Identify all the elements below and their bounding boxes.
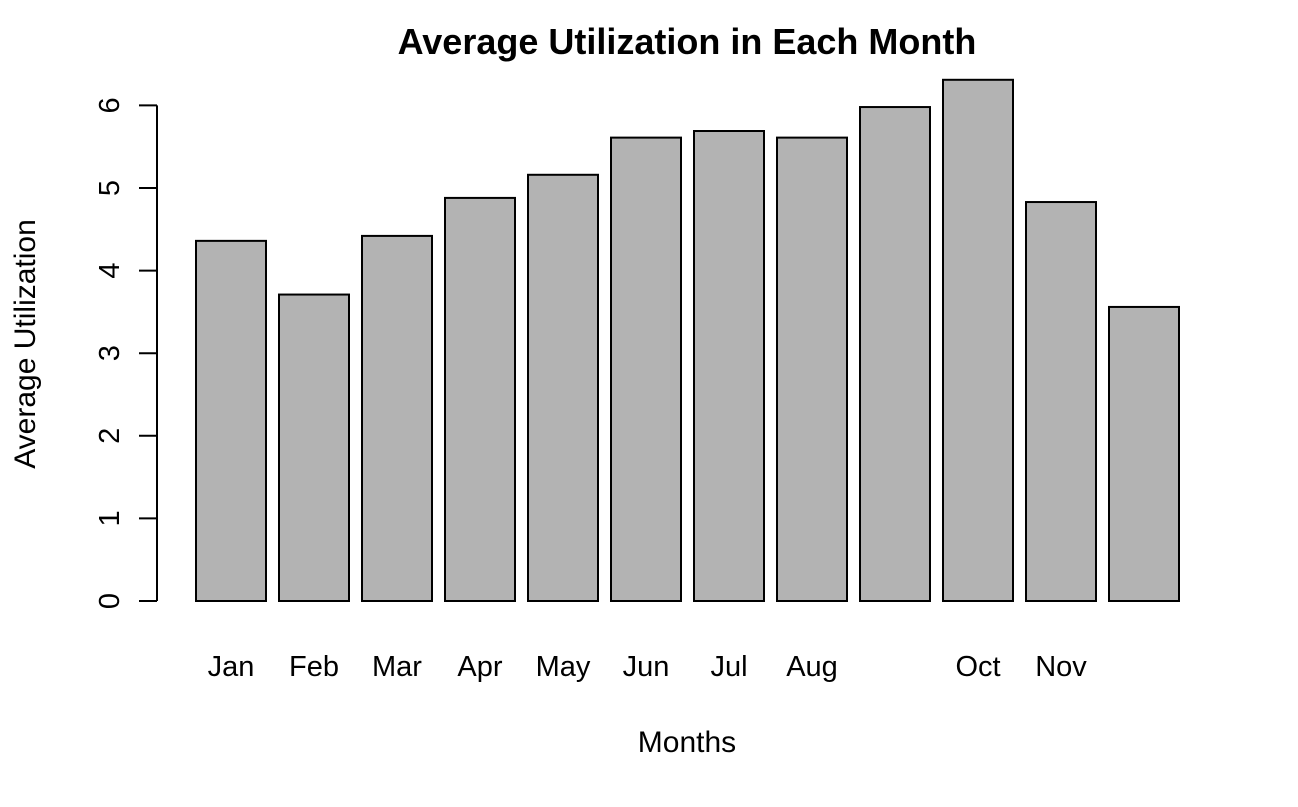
x-axis-label: Months xyxy=(638,726,736,759)
x-tick-label: Nov xyxy=(1035,651,1087,683)
bar xyxy=(942,78,1014,602)
chart-title: Average Utilization in Each Month xyxy=(398,21,977,62)
bars-group xyxy=(195,78,1180,603)
y-axis-label: Average Utilization xyxy=(9,219,42,469)
y-tick-label: 3 xyxy=(94,345,126,361)
y-tick-label: 6 xyxy=(94,97,126,113)
bar xyxy=(776,136,848,602)
x-tick-label: Jan xyxy=(208,651,255,683)
x-tick-label: Feb xyxy=(289,651,339,683)
y-tick-label: 4 xyxy=(94,263,126,279)
y-tick-label: 5 xyxy=(94,180,126,196)
bar xyxy=(278,293,350,602)
bar xyxy=(1108,305,1180,602)
x-tick-labels: Jan Feb Mar Apr May Jun Jul Aug Oct Nov xyxy=(208,651,1088,683)
y-tick-label: 2 xyxy=(94,428,126,444)
x-tick-label: Oct xyxy=(955,651,1000,683)
bar xyxy=(693,130,765,602)
bar xyxy=(361,234,433,603)
bar xyxy=(1025,201,1097,603)
x-tick-label: May xyxy=(536,651,591,683)
x-tick-label: Mar xyxy=(372,651,422,683)
x-tick-label: Apr xyxy=(457,651,502,683)
y-axis: 0 1 2 3 4 5 6 xyxy=(94,97,158,609)
bar xyxy=(527,173,599,602)
bar xyxy=(195,239,267,602)
x-tick-label: Aug xyxy=(786,651,838,683)
x-tick-label: Jun xyxy=(623,651,670,683)
x-tick-label: Jul xyxy=(710,651,747,683)
bar xyxy=(610,136,682,602)
y-tick-label: 1 xyxy=(94,510,126,526)
bar xyxy=(444,196,516,603)
y-tick-label: 0 xyxy=(94,593,126,609)
bar xyxy=(859,106,931,602)
